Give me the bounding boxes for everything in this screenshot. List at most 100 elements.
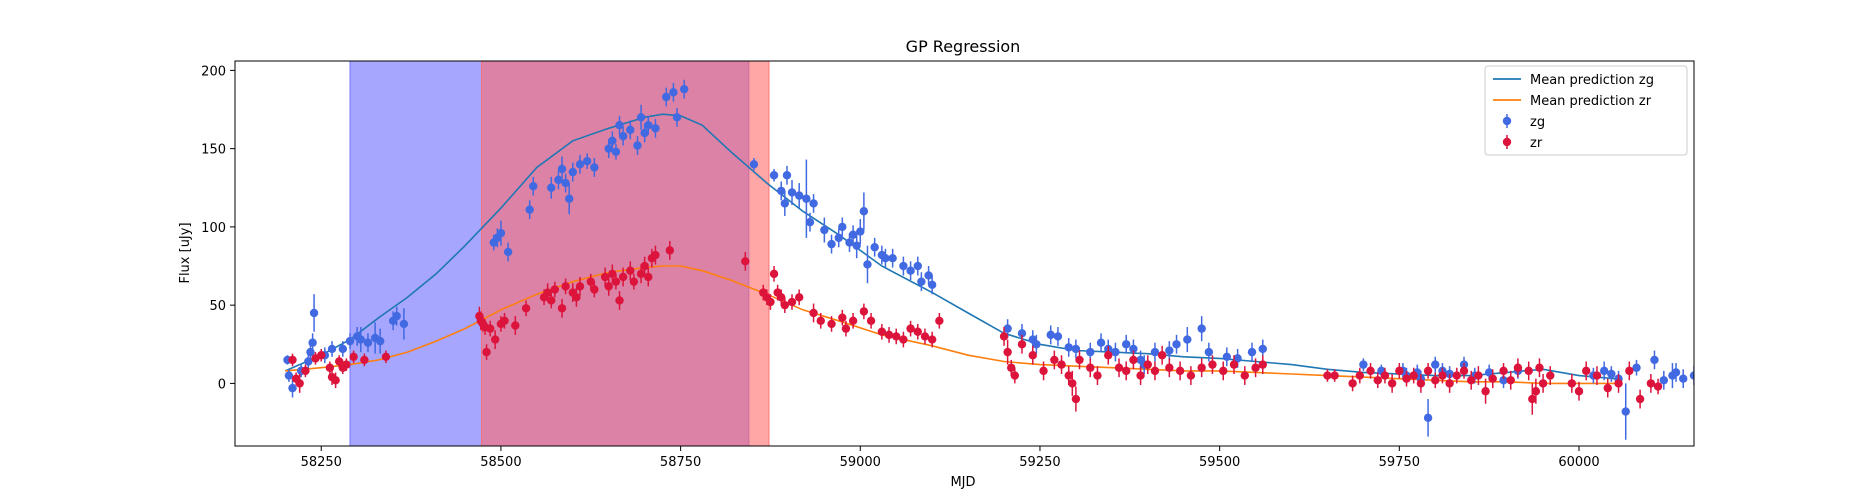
marker-zr — [1003, 347, 1012, 357]
marker-zr — [629, 277, 639, 286]
point-zr — [1114, 358, 1124, 378]
point-zg — [626, 120, 635, 140]
marker-zr — [586, 277, 595, 286]
marker-zr — [1635, 394, 1645, 404]
point-zr — [1625, 361, 1634, 381]
point-zr — [1474, 366, 1483, 385]
point-zr — [1229, 355, 1239, 375]
legend-marker-swatch — [1502, 137, 1512, 147]
marker-zr — [1050, 355, 1059, 365]
point-zg — [848, 225, 858, 245]
marker-zr — [1157, 351, 1167, 360]
point-zg — [1632, 359, 1641, 376]
marker-zr — [557, 304, 567, 313]
point-zr — [1416, 374, 1426, 393]
point-zr — [1445, 374, 1454, 393]
marker-zr — [877, 327, 887, 336]
point-zr — [1380, 367, 1390, 384]
point-zr — [482, 344, 491, 360]
point-zr — [611, 273, 621, 290]
marker-zg — [777, 186, 786, 196]
marker-zr — [1114, 363, 1124, 372]
marker-zg — [338, 344, 348, 354]
point-zr — [1129, 350, 1138, 370]
marker-zr — [1122, 366, 1131, 376]
point-zr — [1646, 374, 1656, 393]
point-zg — [496, 220, 506, 246]
marker-zr — [906, 324, 915, 333]
marker-zg — [1607, 369, 1616, 379]
point-zr — [1402, 370, 1411, 387]
marker-zr — [1165, 363, 1174, 372]
point-zr — [1535, 358, 1544, 378]
point-zg — [568, 162, 577, 182]
point-zg — [284, 369, 294, 382]
point-zr — [1614, 374, 1623, 393]
point-zg — [1046, 325, 1055, 345]
y-axis-label: Flux [uJy] — [178, 222, 193, 283]
point-zg — [679, 79, 689, 99]
marker-zr — [626, 266, 635, 275]
chart-title: GP Regression — [906, 37, 1021, 56]
marker-zr — [500, 316, 509, 325]
marker-zr — [1129, 355, 1138, 365]
point-zg — [1222, 347, 1232, 367]
marker-zr — [636, 269, 646, 279]
marker-zg — [838, 222, 847, 232]
point-zr — [1546, 366, 1555, 385]
marker-zr — [1603, 383, 1612, 393]
point-zg — [827, 234, 836, 254]
marker-zr — [1653, 382, 1663, 391]
point-zg — [557, 156, 567, 182]
point-zg — [565, 183, 574, 215]
legend-label: Mean prediction zg — [1530, 73, 1654, 88]
marker-zg — [1359, 360, 1368, 369]
point-zr — [640, 256, 649, 276]
marker-zr — [1395, 366, 1404, 376]
marker-zg — [672, 113, 682, 122]
point-zg — [859, 192, 869, 231]
point-zr — [1528, 383, 1537, 415]
point-zr — [295, 374, 304, 393]
point-zr — [1452, 367, 1462, 384]
marker-zg — [870, 243, 879, 252]
marker-zg — [927, 280, 937, 290]
legend-item-mean-prediction-zg: Mean prediction zg — [1493, 73, 1654, 88]
marker-zg — [749, 160, 759, 169]
marker-zr — [618, 272, 628, 282]
marker-zg — [1679, 374, 1688, 383]
point-zg — [1431, 356, 1440, 373]
point-zr — [866, 312, 876, 329]
marker-zg — [1197, 324, 1206, 333]
point-zr — [360, 353, 369, 367]
point-zr — [1071, 386, 1081, 412]
point-zg — [662, 87, 671, 107]
point-zg — [881, 248, 890, 268]
marker-zg — [327, 344, 337, 354]
x-tick-label: 58500 — [480, 455, 521, 470]
point-zr — [561, 278, 570, 295]
marker-zr — [360, 355, 369, 365]
marker-zg — [1689, 371, 1694, 380]
x-tick-label: 59250 — [1019, 455, 1060, 470]
legend-marker-swatch — [1502, 116, 1512, 126]
marker-zr — [1143, 360, 1152, 369]
point-zr — [1104, 345, 1113, 365]
point-zg — [618, 126, 628, 146]
point-zg — [582, 153, 592, 169]
point-zr — [827, 316, 836, 332]
marker-zr — [1075, 355, 1084, 365]
point-zr — [1258, 355, 1267, 375]
point-zr — [999, 327, 1009, 346]
marker-zr — [1229, 360, 1239, 369]
marker-zr — [1380, 371, 1390, 380]
point-zg — [1150, 342, 1160, 362]
point-zr — [913, 323, 922, 340]
y-tick-label: 0 — [218, 377, 226, 392]
marker-zr — [1366, 366, 1375, 376]
marker-zg — [899, 261, 908, 271]
marker-zg — [809, 199, 818, 208]
marker-zr — [816, 316, 825, 325]
marker-zr — [331, 376, 340, 385]
